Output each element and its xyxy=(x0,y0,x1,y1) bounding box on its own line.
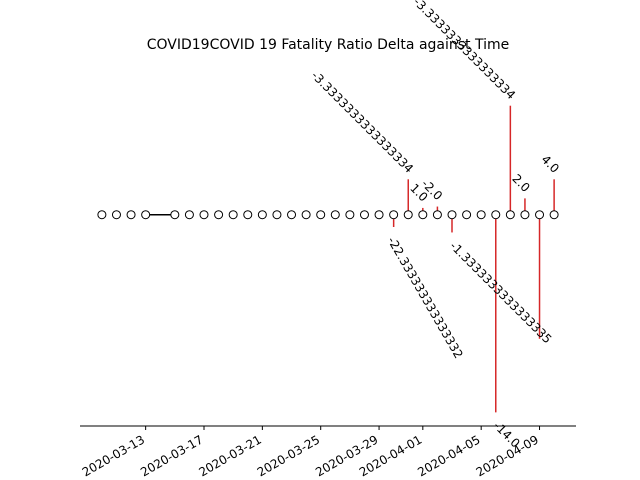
data-point-marker xyxy=(98,211,106,219)
x-tick-label: 2020-03-21 xyxy=(196,432,263,479)
data-point-marker xyxy=(200,211,208,219)
data-point-marker xyxy=(331,211,339,219)
data-point-marker xyxy=(536,211,544,219)
data-point-marker xyxy=(258,211,266,219)
data-point-marker xyxy=(244,211,252,219)
x-tick-label: 2020-04-05 xyxy=(415,432,482,479)
x-tick-label: 2020-03-25 xyxy=(255,432,322,479)
data-point-marker xyxy=(112,211,120,219)
data-point-marker xyxy=(390,211,398,219)
data-point-marker xyxy=(477,211,485,219)
data-point-marker xyxy=(375,211,383,219)
data-point-marker xyxy=(273,211,281,219)
data-point-marker xyxy=(229,211,237,219)
x-tick-label: 2020-03-13 xyxy=(80,432,147,479)
stem-labels-layer: -22.333333333333332-3.33333333333333341.… xyxy=(309,0,562,451)
data-point-marker xyxy=(127,211,135,219)
data-point-marker xyxy=(448,211,456,219)
x-ticks-layer: 2020-03-132020-03-172020-03-212020-03-25… xyxy=(80,426,541,479)
data-point-marker xyxy=(521,211,529,219)
data-point-marker xyxy=(185,211,193,219)
data-point-marker xyxy=(346,211,354,219)
data-point-marker xyxy=(215,211,223,219)
data-point-marker xyxy=(433,211,441,219)
data-point-marker xyxy=(463,211,471,219)
data-point-marker xyxy=(360,211,368,219)
data-point-marker xyxy=(302,211,310,219)
data-point-marker xyxy=(506,211,514,219)
data-point-marker xyxy=(550,211,558,219)
stem-value-label: 2.0 xyxy=(509,171,532,194)
stem-value-label: -3.3333333333333334 xyxy=(309,68,416,175)
data-point-marker xyxy=(142,211,150,219)
data-point-marker xyxy=(404,211,412,219)
x-tick-label: 2020-03-17 xyxy=(138,432,205,479)
stem-value-label: 4.0 xyxy=(538,152,561,175)
data-point-marker xyxy=(171,211,179,219)
data-point-marker xyxy=(317,211,325,219)
stem-value-label: -1.3333333333333335 xyxy=(447,239,554,346)
data-point-marker xyxy=(288,211,296,219)
data-point-marker xyxy=(419,211,427,219)
data-point-marker xyxy=(492,211,500,219)
